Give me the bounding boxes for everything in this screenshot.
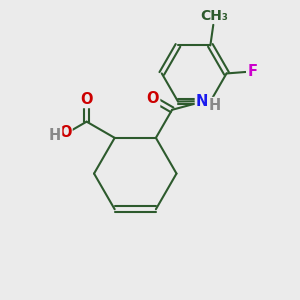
Text: O: O bbox=[147, 91, 159, 106]
Text: H: H bbox=[208, 98, 220, 113]
Text: O: O bbox=[80, 92, 93, 107]
Text: O: O bbox=[59, 125, 72, 140]
Text: F: F bbox=[247, 64, 257, 80]
Text: N: N bbox=[196, 94, 208, 110]
Text: CH₃: CH₃ bbox=[200, 9, 228, 23]
Text: H: H bbox=[49, 128, 61, 143]
